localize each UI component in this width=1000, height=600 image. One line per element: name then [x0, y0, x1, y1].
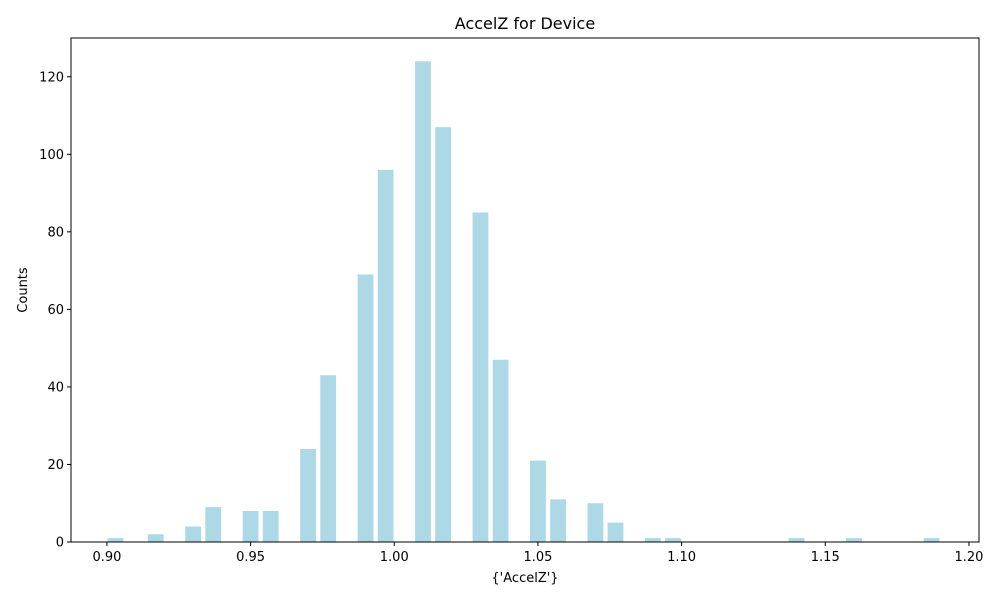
- y-tick-label: 0: [56, 536, 64, 551]
- bar: [665, 538, 681, 542]
- bar: [320, 375, 337, 542]
- y-tick-label: 20: [47, 458, 64, 473]
- bar: [205, 507, 222, 542]
- x-axis: 0.90 0.95 1.00 1.05 1.10 1.15 1.20: [92, 542, 983, 565]
- bar: [607, 522, 624, 542]
- bar: [492, 359, 509, 542]
- bar: [435, 127, 452, 543]
- y-tick-label: 120: [39, 70, 64, 85]
- x-tick-label: 1.00: [380, 550, 409, 565]
- x-tick-label: 1.20: [954, 550, 983, 565]
- x-tick-label: 0.95: [236, 550, 265, 565]
- x-tick-label: 1.15: [811, 550, 840, 565]
- y-tick-label: 80: [47, 225, 64, 240]
- plot-frame: [70, 37, 980, 543]
- bar: [415, 61, 431, 542]
- bar: [472, 212, 489, 542]
- y-tick-label: 100: [39, 148, 64, 163]
- x-tick-label: 1.05: [523, 550, 552, 565]
- bar: [923, 538, 940, 542]
- bar: [185, 526, 202, 542]
- bar: [262, 510, 279, 542]
- chart-title: AccelZ for Device: [455, 14, 595, 33]
- y-tick-label: 60: [47, 303, 64, 318]
- bar: [107, 538, 124, 542]
- bar-series: [107, 61, 940, 543]
- bar: [357, 274, 374, 542]
- bar: [377, 169, 394, 542]
- bar: [788, 538, 805, 542]
- x-tick-label: 1.10: [667, 550, 696, 565]
- bar: [530, 460, 546, 542]
- bar: [147, 534, 164, 542]
- y-axis-label: Counts: [16, 267, 31, 313]
- x-tick-label: 0.90: [92, 550, 121, 565]
- y-axis: 0 20 40 60 80 100 120: [39, 70, 71, 551]
- y-tick-label: 40: [47, 380, 64, 395]
- bar: [300, 448, 316, 542]
- bar: [242, 510, 259, 542]
- x-axis-label: {'AccelZ'}: [491, 571, 558, 586]
- bar: [644, 538, 661, 542]
- bar: [846, 538, 862, 542]
- bar: [550, 499, 566, 542]
- bar: [587, 503, 604, 542]
